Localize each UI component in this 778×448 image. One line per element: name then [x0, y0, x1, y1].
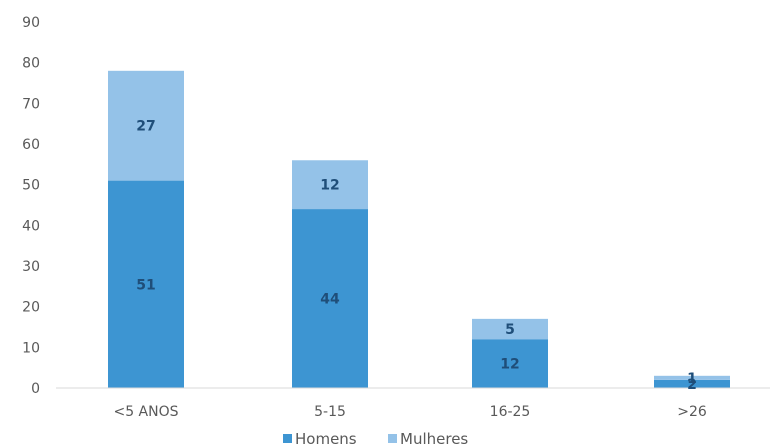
bar-segment-mulheres	[108, 70, 184, 181]
legend-label-mulheres: Mulheres	[400, 430, 468, 448]
x-category-label: <5 ANOS	[113, 404, 178, 420]
data-label: 44	[320, 292, 340, 308]
y-tick-label: 0	[31, 381, 40, 397]
bar-segment-homens	[472, 339, 548, 388]
y-tick-label: 90	[22, 15, 40, 31]
y-tick-label: 50	[22, 178, 40, 194]
y-tick-label: 80	[22, 56, 40, 72]
bar-segment-mulheres	[654, 375, 730, 380]
data-label: 51	[136, 277, 155, 293]
bar-segment-homens	[654, 379, 730, 388]
legend-label-homens: Homens	[295, 430, 357, 448]
legend: Homens Mulheres	[283, 430, 468, 448]
bar-segment-mulheres	[292, 160, 368, 210]
x-category-label: 5-15	[314, 404, 346, 420]
y-tick-label: 30	[22, 259, 40, 275]
x-axis: <5 ANOS 5-15 16-25 >26	[113, 404, 706, 420]
y-tick-label: 20	[22, 300, 40, 316]
bar-segment-homens	[292, 209, 368, 388]
y-tick-label: 10	[22, 340, 40, 356]
data-label: 5	[505, 322, 515, 338]
bar-segment-homens	[108, 180, 184, 388]
x-category-label: 16-25	[490, 404, 531, 420]
data-label: 2	[687, 377, 697, 393]
y-tick-label: 40	[22, 218, 40, 234]
legend-swatch-homens	[283, 434, 292, 443]
data-label: 12	[500, 357, 519, 373]
y-tick-label: 70	[22, 96, 40, 112]
x-category-label: >26	[677, 404, 707, 420]
data-labels: 51 27 44 12 12 5 21	[136, 119, 697, 393]
legend-swatch-mulheres	[388, 434, 397, 443]
y-axis: 0 10 20 30 40 50 60 70 80 90	[22, 15, 40, 397]
data-label: 12	[320, 178, 339, 194]
bars	[108, 70, 730, 388]
data-label: 27	[136, 119, 155, 135]
data-label: 1	[687, 371, 697, 387]
bar-segment-mulheres	[472, 318, 548, 340]
y-tick-label: 60	[22, 137, 40, 153]
